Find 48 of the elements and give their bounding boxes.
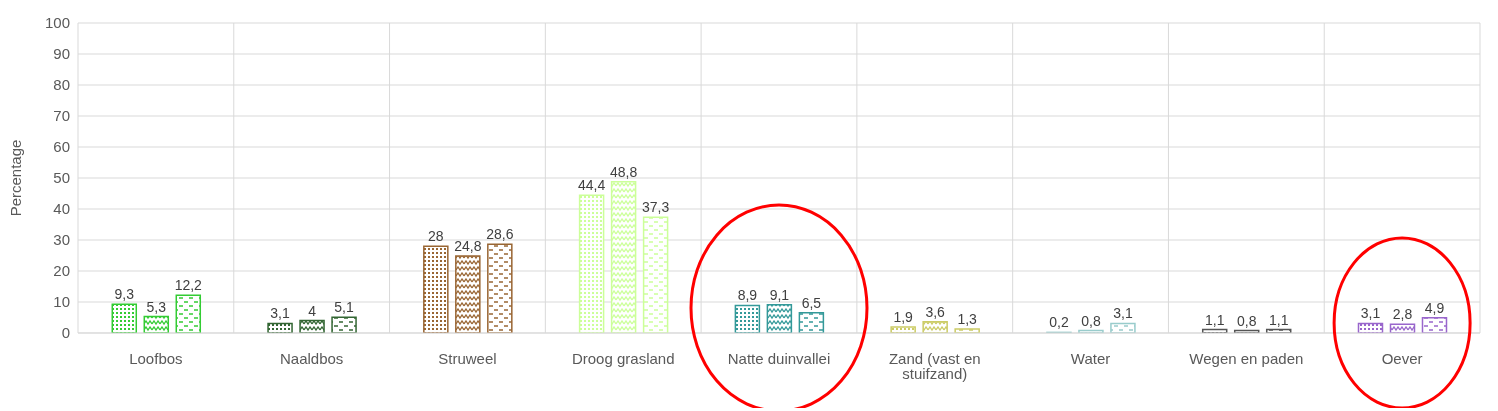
- x-tick-label: Struweel: [438, 349, 497, 367]
- data-label: 48,8: [609, 163, 638, 180]
- y-tick-label: 0: [61, 324, 70, 342]
- data-label: 28,6: [486, 226, 514, 243]
- x-tick-label: Loofbos: [129, 349, 183, 367]
- y-tick-label: 70: [53, 107, 70, 125]
- data-label: 3,1: [270, 305, 290, 322]
- data-label: 28: [428, 228, 444, 245]
- data-label: 8,9: [737, 287, 758, 304]
- data-label: 0,2: [1049, 314, 1069, 331]
- data-label: 44,4: [577, 177, 606, 194]
- y-tick-label: 100: [44, 14, 70, 32]
- data-label: 12,2: [174, 277, 203, 294]
- data-label: 3,1: [1113, 305, 1133, 322]
- data-label: 4,9: [1424, 299, 1445, 316]
- x-tick-label: Oever: [1381, 349, 1423, 367]
- data-label: 0,8: [1236, 312, 1257, 329]
- x-tick-label: Naaldbos: [279, 349, 344, 367]
- x-tick-label: Natte duinvallei: [727, 349, 831, 367]
- y-tick-label: 10: [53, 293, 70, 311]
- y-tick-label: 60: [53, 138, 70, 156]
- data-label: 1,3: [957, 310, 978, 327]
- data-label: 0,8: [1081, 312, 1101, 329]
- y-tick-label: 80: [53, 76, 70, 94]
- data-label: 3,6: [925, 303, 946, 320]
- data-label: 1,9: [893, 309, 914, 326]
- y-tick-label: 40: [53, 200, 70, 218]
- data-label: 2,8: [1392, 306, 1413, 323]
- data-label: 5,1: [334, 299, 354, 316]
- x-tick-label: Wegen en paden: [1189, 349, 1304, 367]
- data-label: 4: [308, 302, 317, 319]
- data-label: 6,5: [801, 294, 822, 311]
- x-tick-label: Water: [1070, 349, 1111, 367]
- y-tick-label: 90: [53, 45, 70, 63]
- data-label: 5,3: [146, 298, 167, 315]
- y-axis-title: Percentage: [7, 139, 25, 217]
- y-tick-label: 20: [53, 262, 70, 280]
- y-tick-label: 50: [53, 169, 70, 187]
- data-label: 37,3: [641, 199, 670, 216]
- data-label: 24,8: [454, 238, 482, 255]
- data-label: 1,1: [1268, 311, 1289, 328]
- data-label: 1,1: [1204, 311, 1225, 328]
- y-tick-label: 30: [53, 231, 70, 249]
- data-label: 9,3: [114, 286, 135, 303]
- x-tick-label: Droog grasland: [571, 349, 675, 367]
- data-label: 3,1: [1360, 305, 1381, 322]
- data-label: 9,1: [769, 286, 790, 303]
- x-tick-label: Zand (vast en stuifzand): [888, 349, 981, 382]
